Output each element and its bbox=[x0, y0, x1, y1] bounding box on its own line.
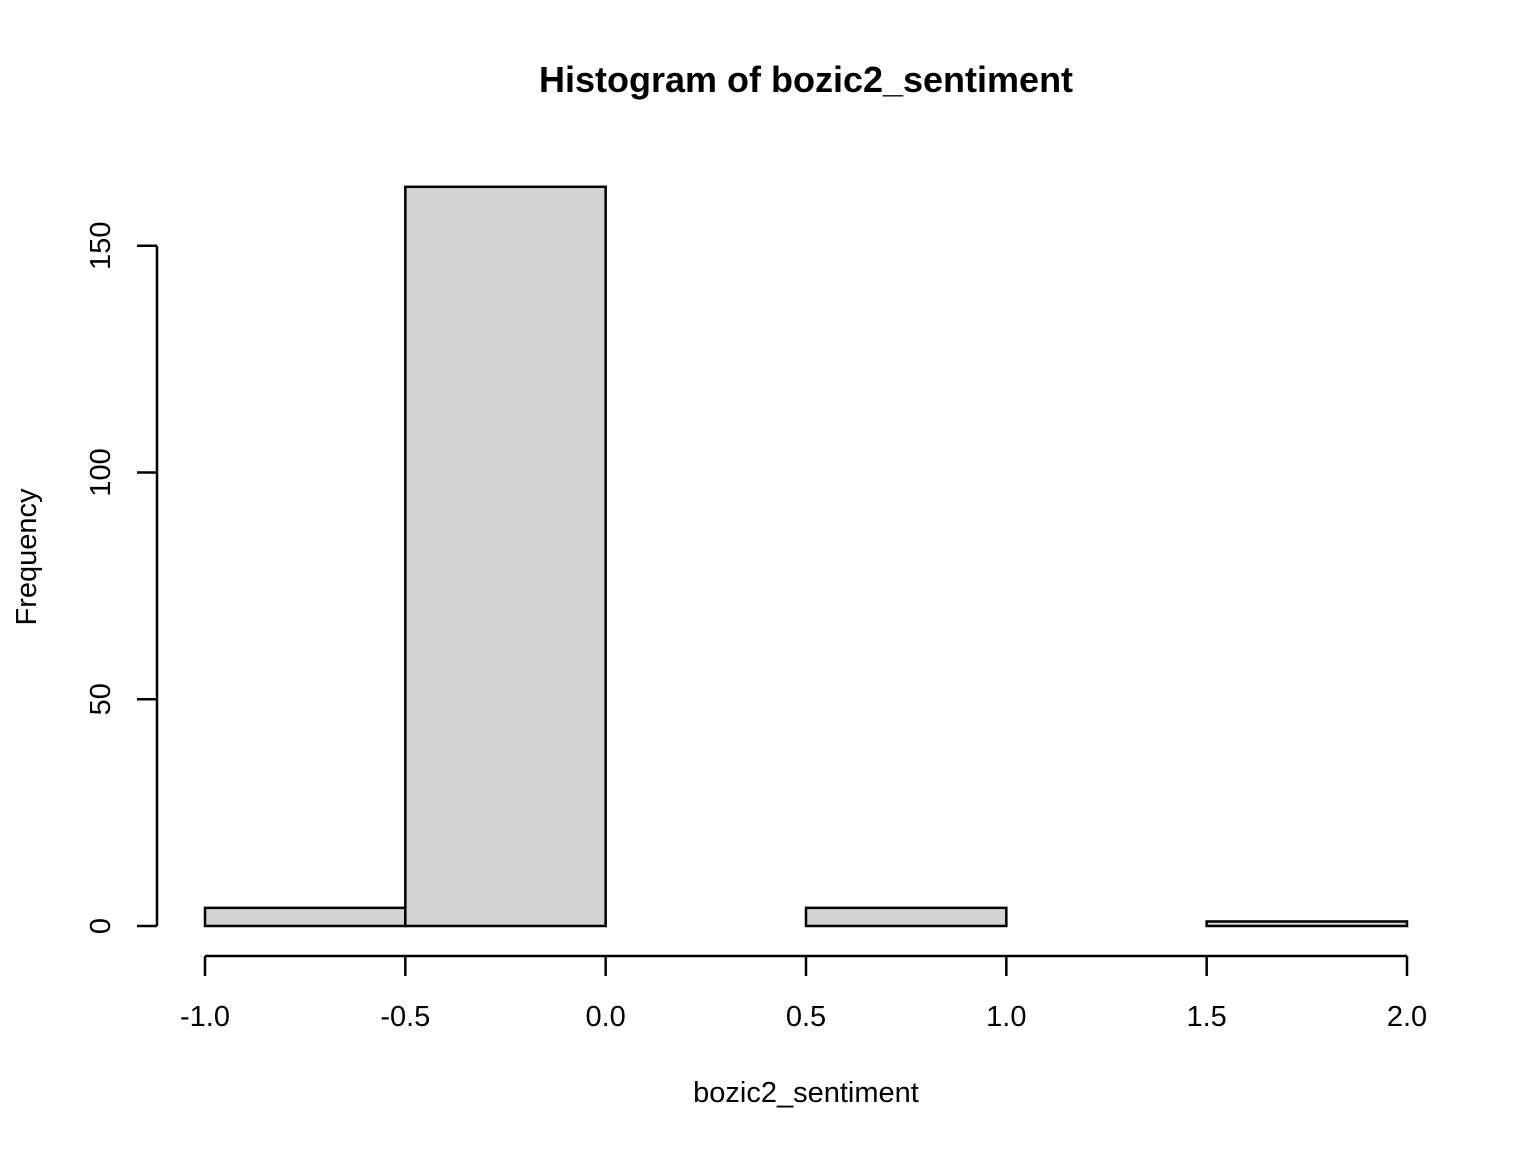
y-axis: 0 50 100 150 bbox=[85, 222, 159, 934]
x-tick-label: 1.0 bbox=[986, 1001, 1026, 1033]
x-tick-label: 2.0 bbox=[1387, 1001, 1427, 1033]
histogram-bar bbox=[1205, 920, 1409, 928]
y-axis-label: Frequency bbox=[11, 488, 43, 626]
x-axis: -1.0 -0.5 0.0 0.5 1.0 1.5 2.0 bbox=[180, 954, 1427, 1033]
x-tick-label: 1.5 bbox=[1187, 1001, 1227, 1033]
x-tick-label: -1.0 bbox=[180, 1001, 230, 1033]
x-tick-label: 0.5 bbox=[786, 1001, 826, 1033]
histogram-bar bbox=[804, 906, 1008, 928]
x-tick-label: -0.5 bbox=[380, 1001, 430, 1033]
chart-title: Histogram of bozic2_sentiment bbox=[539, 59, 1073, 100]
histogram-bar bbox=[404, 185, 607, 928]
y-tick-label: 0 bbox=[85, 918, 117, 934]
y-tick-label: 100 bbox=[85, 448, 117, 496]
y-tick-label: 50 bbox=[85, 683, 117, 715]
y-tick-label: 150 bbox=[85, 222, 117, 270]
histogram-bar bbox=[203, 906, 407, 928]
bars-group bbox=[203, 185, 1409, 928]
x-axis-label: bozic2_sentiment bbox=[693, 1077, 919, 1109]
x-tick-label: 0.0 bbox=[586, 1001, 626, 1033]
